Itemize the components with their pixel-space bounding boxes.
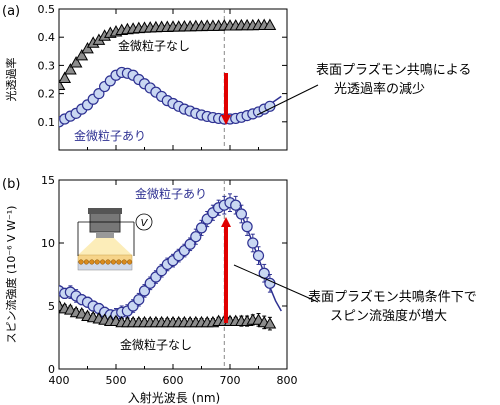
data-point-triangle	[75, 49, 89, 61]
data-point-triangle	[69, 56, 83, 68]
panel-a-callout-text-2: 光透過率の減少	[334, 81, 425, 97]
x-tick-label: 400	[49, 374, 70, 387]
data-point-triangle	[64, 63, 77, 75]
x-tick-label: 700	[220, 374, 241, 387]
inset-nanoparticle	[94, 259, 100, 265]
panel-a-series-label-without-np: 金微粒子なし	[118, 38, 190, 53]
panel-a-series-label-with-np: 金微粒子あり	[74, 128, 146, 143]
data-point-circle	[138, 285, 151, 297]
panel-b-y-axis-label: スピン流強度 (10⁻⁶ V W⁻¹)	[4, 206, 18, 344]
data-point-triangle	[263, 18, 277, 30]
inset-nanoparticle	[110, 259, 116, 265]
panel-a-plot: 0.1 0.2 0.3 0.4 0.5 光透過率 金微粒子なし 金微粒子あり	[4, 3, 319, 151]
y-tick-label: 10	[41, 237, 55, 250]
inset-light-cone	[78, 238, 132, 255]
data-point-triangle	[59, 299, 66, 311]
panel-b-x-axis-label: 入射光波長 (nm)	[128, 390, 220, 405]
panel-b-series-label-with-np: 金微粒子あり	[135, 186, 207, 201]
inset-voltmeter-symbol: V	[141, 218, 149, 229]
panel-b-callout-text-1: 表面プラズモン共鳴条件下で	[308, 289, 477, 305]
data-point-circle	[247, 237, 259, 249]
data-point-circle	[235, 208, 247, 220]
y-tick-label: 0.1	[38, 116, 56, 129]
inset-voltmeter	[135, 213, 153, 231]
y-tick-label: 0.3	[38, 59, 56, 72]
data-point-triangle	[59, 78, 66, 91]
data-point-circle	[190, 231, 202, 243]
panel-a-callout-text-1: 表面プラズモン共鳴による	[316, 62, 471, 78]
inset-nanoparticle	[116, 259, 122, 265]
y-tick-label: 0.5	[38, 3, 56, 16]
data-point-triangle	[81, 41, 94, 54]
data-point-triangle	[59, 71, 72, 83]
inset-nanoparticle	[100, 259, 106, 265]
panel-b-series-label-without-np: 金微粒子なし	[120, 337, 192, 352]
inset-nanoparticle	[89, 259, 95, 265]
panel-b-plot: 400 500 600 700 800 0 5 10 15 スピン流強度 (10⁻⁶ V W⁻¹…	[4, 174, 319, 405]
panel-b-callout-line	[233, 264, 319, 303]
panel-a-label: (a)	[2, 4, 20, 19]
y-tick-label: 0.4	[38, 31, 56, 44]
inset-nanoparticle	[83, 259, 89, 265]
device-inset: V	[77, 208, 153, 271]
data-point-circle	[264, 100, 276, 112]
data-point-circle	[241, 221, 253, 233]
inset-nanoparticle	[121, 259, 127, 265]
panel-b-label: (b)	[2, 177, 20, 192]
data-point-circle	[230, 199, 242, 211]
x-tick-label: 800	[277, 374, 298, 387]
inset-objective-lens	[96, 232, 114, 238]
data-point-circle	[133, 294, 145, 306]
y-tick-label: 15	[41, 174, 55, 187]
inset-nanoparticle	[127, 259, 133, 265]
panel-a-callout-line	[256, 84, 319, 116]
panel-a-y-axis-label: 光透過率	[4, 58, 18, 102]
y-tick-label: 5	[48, 300, 55, 313]
data-point-circle	[264, 277, 276, 289]
inset-nanoparticle	[105, 259, 111, 265]
data-point-triangle	[263, 317, 277, 329]
panel-b-callout-text-2: スピン流強度が増大	[330, 308, 447, 324]
data-point-circle	[252, 250, 265, 262]
y-tick-label: 0.2	[38, 88, 56, 101]
data-point-circle	[195, 222, 208, 234]
x-tick-label: 600	[163, 374, 184, 387]
inset-nanoparticle	[78, 259, 84, 265]
inset-objective-cap	[88, 208, 122, 214]
x-tick-label: 500	[106, 374, 127, 387]
y-tick-label: 0	[48, 363, 55, 376]
